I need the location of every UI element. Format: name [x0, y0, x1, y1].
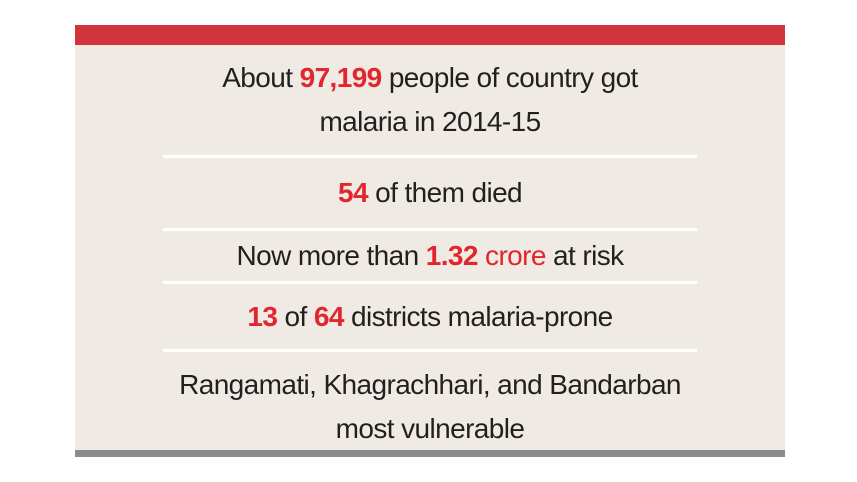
item-list: About 97,199 people of country got malari… [75, 45, 785, 450]
item: 54 of them died [75, 158, 785, 228]
text-segment: people of country got [381, 62, 639, 93]
text-segment: of [277, 300, 314, 332]
divider [163, 155, 697, 158]
item: Now more than 1.32 crore at risk [75, 231, 785, 281]
text-segment: 97,199 [299, 62, 383, 93]
text-segment: Rangamati, Khagrachhari, and Bandarban [179, 369, 681, 400]
divider [163, 281, 697, 284]
text-segment: 64 [313, 300, 345, 332]
text-segment: districts malaria-prone [343, 300, 613, 332]
text-segment: malaria in 2014-15 [319, 106, 541, 137]
divider [163, 228, 697, 231]
item: Rangamati, Khagrachhari, and Bandarban mo… [75, 352, 785, 462]
text-line: Now more than 1.32 crore at risk [236, 234, 625, 278]
text-segment: of them died [367, 177, 523, 208]
text-segment: at risk [545, 240, 624, 271]
text-segment: Now more than [236, 240, 426, 271]
item: About 97,199 people of country got malari… [75, 45, 785, 155]
text-line: 54 of them died [337, 171, 523, 215]
text-line: Rangamati, Khagrachhari, and Bandarban [179, 363, 681, 407]
text-segment: most vulnerable [335, 413, 525, 444]
text-line: malaria in 2014-15 [319, 100, 541, 144]
text-line: About 97,199 people of country got [222, 56, 638, 100]
text-line: most vulnerable [336, 407, 525, 451]
text-segment: 1.32 [425, 240, 479, 271]
info-card: About 97,199 people of country got malari… [75, 25, 785, 457]
divider [163, 349, 697, 352]
text-line: 13 of 64 districts malaria-prone [247, 295, 613, 339]
text-segment: 13 [247, 300, 278, 332]
top-bar [75, 25, 785, 45]
item: 13 of 64 districts malaria-prone [75, 284, 785, 349]
text-segment: About [222, 62, 300, 93]
bottom-bar [75, 450, 785, 457]
text-segment: 54 [337, 177, 369, 208]
text-segment: crore [477, 240, 546, 271]
